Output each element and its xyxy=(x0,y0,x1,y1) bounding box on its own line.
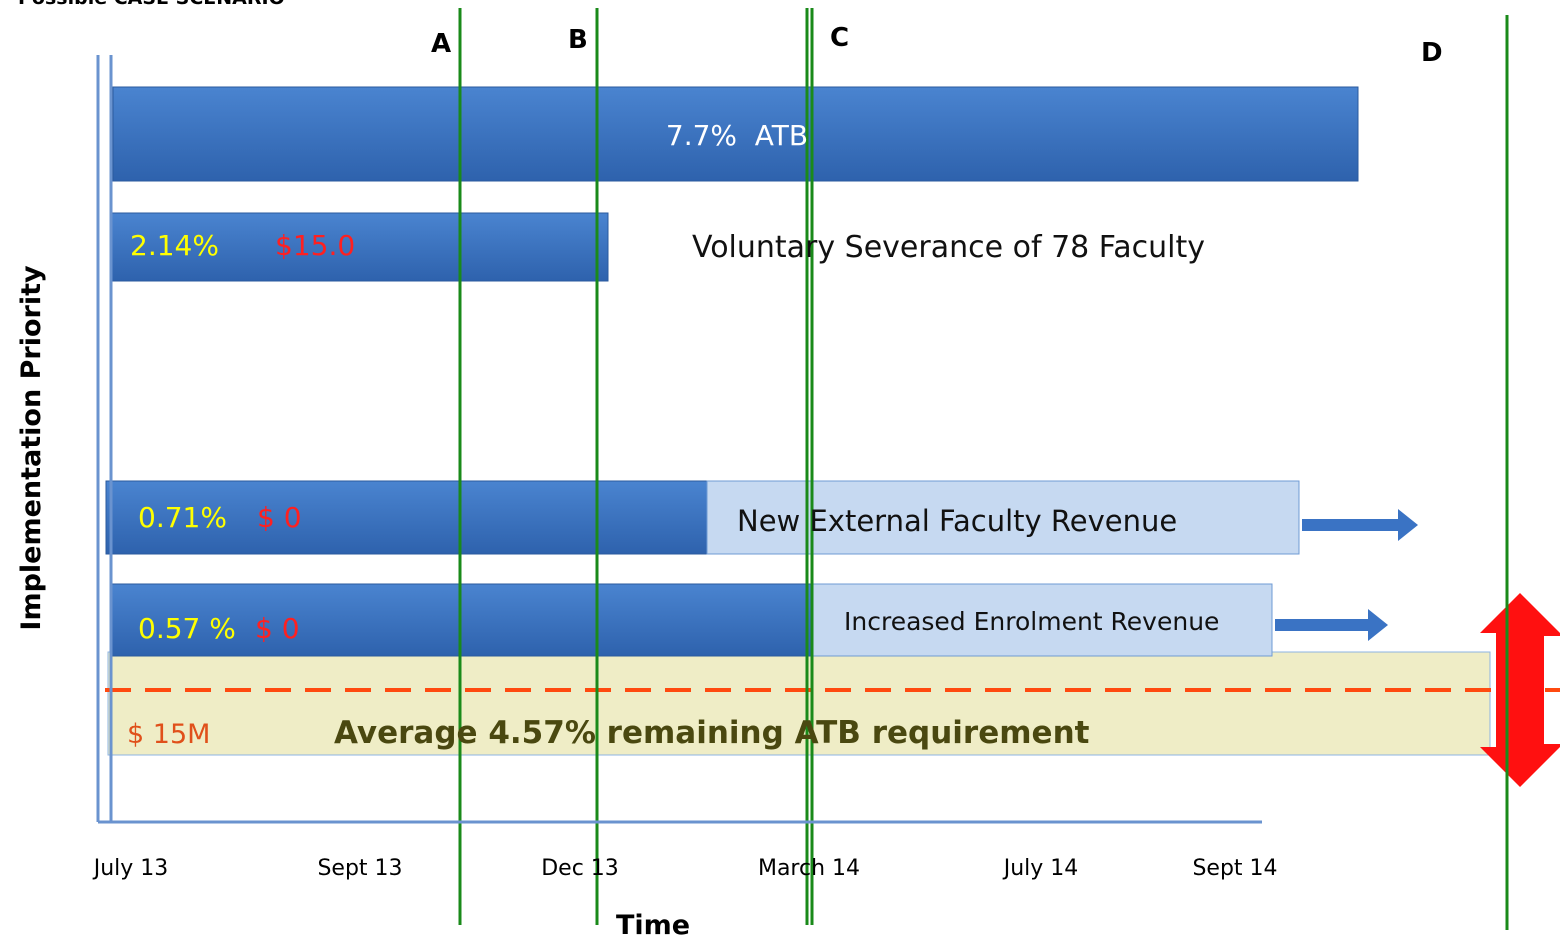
marker: D xyxy=(1421,38,1443,68)
milestones xyxy=(458,8,1509,930)
marker: A xyxy=(431,29,451,59)
marker: C xyxy=(830,23,849,53)
percent: 0.71% xyxy=(138,501,227,534)
description: New External Faculty Revenue xyxy=(737,504,1177,538)
enrolment-box xyxy=(811,583,1273,657)
amount: $ 0 xyxy=(257,501,302,534)
x-axis-label: Time xyxy=(616,910,690,939)
arrow xyxy=(1275,609,1388,641)
amount: $ 0 xyxy=(255,612,300,645)
amount: $15.0 xyxy=(275,229,355,262)
x-label: July 14 xyxy=(1002,856,1079,881)
title: Possible CASE SCENARIO xyxy=(18,0,285,9)
description: Increased Enrolment Revenue xyxy=(844,607,1219,636)
description: Average 4.57% remaining ATB requirement xyxy=(334,715,1090,751)
percent: 0.57 % xyxy=(138,612,236,645)
x-label: March 14 xyxy=(758,856,860,881)
atb-bar xyxy=(112,86,1359,182)
arrow xyxy=(1302,509,1418,541)
bar-label: 7.7% ATB xyxy=(666,119,808,152)
y-axis-label: Implementation Priority xyxy=(16,265,47,631)
amount: $ 15M xyxy=(127,719,210,750)
remaining-box xyxy=(107,651,1491,756)
percent: 2.14% xyxy=(130,229,219,262)
description: Voluntary Severance of 78 Faculty xyxy=(692,230,1205,265)
double-arrow xyxy=(1480,593,1560,787)
x-label: Sept 14 xyxy=(1192,856,1277,881)
axes xyxy=(96,55,1262,824)
x-label: Dec 13 xyxy=(541,856,619,881)
external-bar xyxy=(105,480,708,555)
marker: B xyxy=(568,25,588,55)
x-label: July 13 xyxy=(92,856,169,881)
severance-bar xyxy=(109,212,609,282)
x-label: Sept 13 xyxy=(317,856,402,881)
